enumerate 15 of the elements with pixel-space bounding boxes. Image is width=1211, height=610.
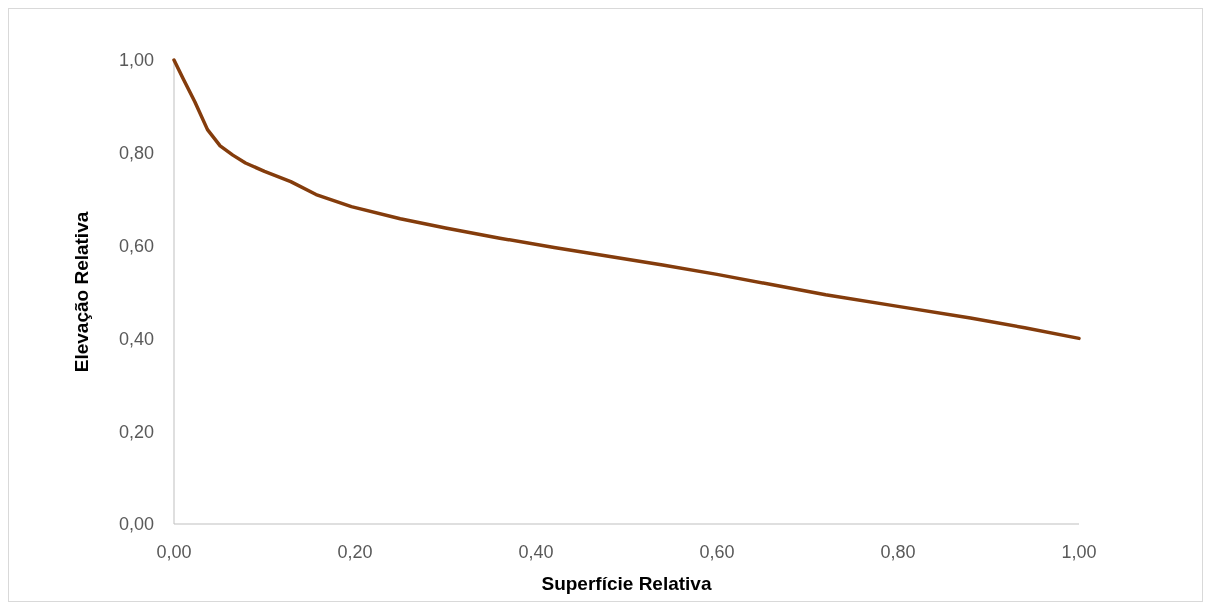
x-tick-label: 0,40 (518, 542, 554, 562)
x-tick-label: 0,20 (337, 542, 373, 562)
x-tick-label: 0,00 (156, 542, 192, 562)
y-tick-label: 0,40 (118, 328, 154, 349)
y-tick-label: 0,60 (118, 235, 154, 256)
y-tick-label: 0,80 (118, 143, 154, 164)
x-axis-title: Superfície Relativa (541, 573, 712, 594)
y-tick-label: 0,20 (118, 421, 154, 442)
y-axis-title: Elevação Relativa (71, 211, 92, 373)
x-tick-label: 1,00 (1061, 542, 1097, 562)
y-tick-label: 0,00 (118, 514, 154, 535)
x-tick-label: 0,60 (699, 542, 735, 562)
y-tick-label: 1,00 (118, 50, 154, 71)
line-series (172, 58, 1081, 341)
x-tick-label: 0,80 (880, 542, 916, 562)
